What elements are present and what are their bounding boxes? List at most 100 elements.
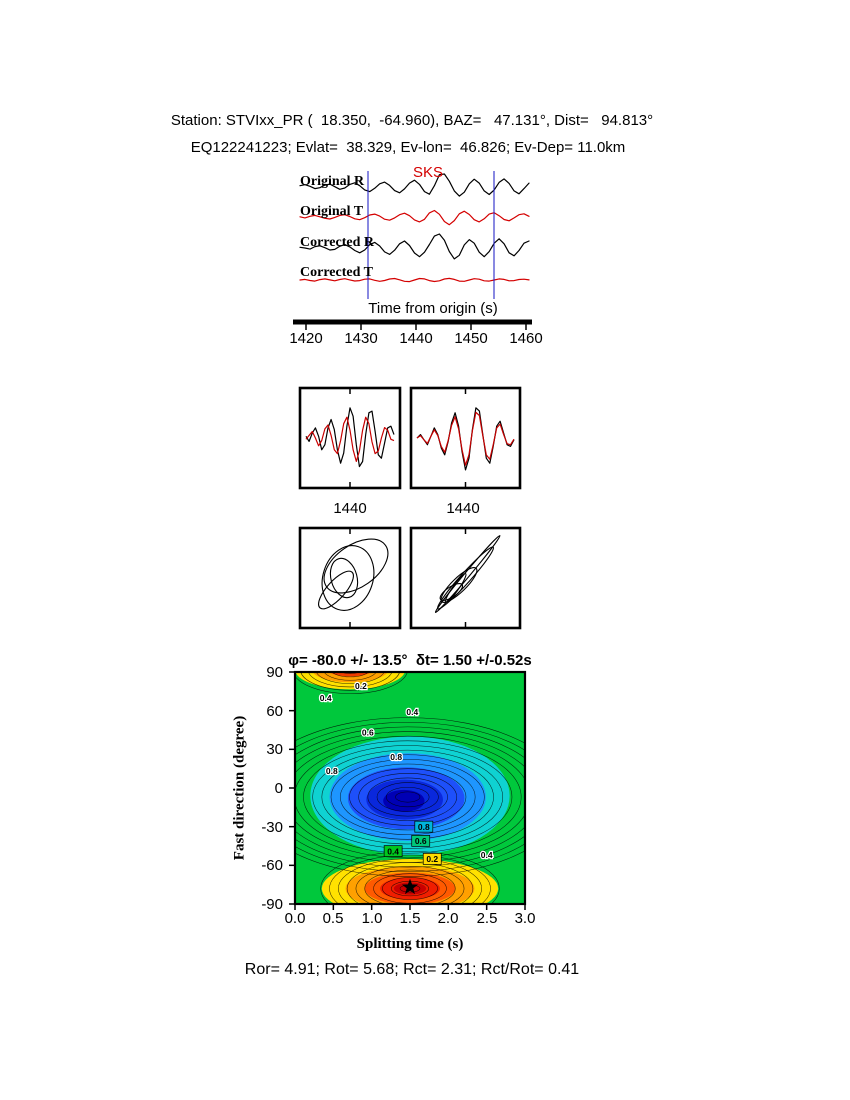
trace-label-corrected-t: Corrected T — [300, 265, 373, 280]
particle-loop — [318, 570, 354, 610]
trace-label-corrected-r: Corrected R — [300, 235, 374, 250]
y-tick-0: 0 — [274, 780, 283, 797]
contour-line — [367, 777, 448, 817]
particle-motion-0 — [318, 538, 389, 611]
contour-line — [376, 782, 439, 812]
particle-loop — [436, 546, 495, 610]
contour-line — [320, 851, 500, 904]
trace-label-original-r: Original R — [300, 174, 365, 189]
particle-box-0-frame — [298, 526, 402, 630]
x-tick-0: 0.0 — [284, 910, 306, 927]
time-tick-1450: 1450 — [454, 330, 488, 347]
contour-line — [338, 858, 482, 904]
contour-line — [303, 745, 513, 849]
y-tick-m30: -30 — [261, 819, 283, 836]
results-line: Ror= 4.91; Rot= 5.68; Rct= 2.31; Rct/Rot… — [244, 961, 580, 978]
time-tick-1460: 1460 — [509, 330, 543, 347]
time-tick-1440: 1440 — [399, 330, 433, 347]
time-axis-label: Time from origin (s) — [368, 300, 498, 317]
trace-label-original-t: Original T — [300, 204, 364, 219]
y-tick-30: 30 — [266, 741, 283, 758]
contour-value-label: 0.2 — [355, 681, 367, 691]
seismogram-trace-2 — [299, 233, 530, 260]
event-header: EQ122241223; Evlat= 38.329, Ev-lon= 46.8… — [190, 139, 626, 156]
y-tick-m60: -60 — [261, 857, 283, 874]
x-tick-05: 0.5 — [322, 910, 344, 927]
y-axis-label: Fast direction (degree) — [231, 715, 248, 861]
x-tick-10: 1.0 — [361, 910, 383, 927]
particle-loop — [323, 538, 389, 594]
contour-line — [300, 672, 400, 691]
misfit-map: 0.4 0.2 0.4 0.6 0.8 0.8 0.4 0.8 0.6 0.4 0.2 — [295, 672, 525, 904]
window-box-1-series-0 — [416, 407, 515, 471]
contour-boxed-label: 0.4 — [387, 846, 399, 856]
contour-line — [312, 749, 504, 845]
contour-boxed-label-bg — [383, 845, 403, 858]
contour-value-label: 0.4 — [406, 707, 418, 717]
y-tick-90: 90 — [266, 664, 283, 681]
contour-line — [329, 854, 491, 904]
x-tick-30: 3.0 — [514, 910, 536, 927]
contour-line — [364, 869, 456, 904]
x-tick-25: 2.5 — [476, 910, 498, 927]
contour-boxed-label: 0.2 — [426, 854, 438, 864]
contour-line — [382, 877, 438, 900]
time-tick-1420: 1420 — [289, 330, 323, 347]
contour-value-label: 0.8 — [390, 752, 402, 762]
particle-loop — [439, 583, 464, 601]
y-tick-m90: -90 — [261, 896, 283, 913]
window-box-0-series-1 — [305, 416, 395, 462]
particle-loop — [440, 567, 478, 603]
x-tick-20: 2.0 — [437, 910, 459, 927]
window-box-1-frame — [409, 386, 522, 490]
x-axis-label: Splitting time (s) — [356, 936, 464, 952]
time-tick-1430: 1430 — [344, 330, 378, 347]
seismogram-trace-3 — [299, 277, 530, 283]
contour-line — [385, 786, 430, 808]
contour-line — [315, 672, 385, 684]
x-tick-15: 1.5 — [399, 910, 421, 927]
contour-value-label: 0.8 — [326, 766, 338, 776]
contour-line — [395, 791, 421, 803]
window-box-right-tick: 1440 — [446, 500, 480, 517]
contour-line — [346, 862, 474, 904]
misfit-map-title: φ= -80.0 +/- 13.5° δt= 1.50 +/-0.52s — [288, 652, 532, 669]
contour-line — [331, 672, 369, 678]
phase-label-sks: SKS — [413, 164, 444, 181]
contour-line — [321, 754, 494, 840]
contour-line — [339, 763, 476, 831]
contour-line — [295, 717, 525, 877]
contour-value-label: 0.6 — [362, 728, 374, 738]
seismogram-trace-0 — [299, 173, 530, 197]
contour-line — [295, 735, 525, 859]
contour-line — [323, 672, 377, 681]
contour-value-label: 0.4 — [481, 850, 493, 860]
contour-line — [295, 740, 522, 854]
seismogram-trace-1 — [299, 209, 530, 226]
contour-line — [295, 722, 525, 873]
contour-boxed-label: 0.6 — [415, 836, 427, 846]
particle-motion-1 — [434, 535, 501, 613]
contour-line — [358, 773, 458, 822]
contour-line — [308, 672, 393, 688]
station-header: Station: STVIxx_PR ( 18.350, -64.960), B… — [170, 112, 654, 129]
best-solution-star — [401, 878, 419, 895]
contour-line — [355, 865, 465, 904]
window-box-left-tick: 1440 — [333, 500, 367, 517]
contour-boxed-label-bg — [422, 853, 442, 865]
contour-line — [340, 672, 360, 674]
contour-line — [349, 768, 467, 826]
contour-line — [330, 759, 485, 835]
window-box-1-series-1 — [416, 411, 515, 466]
contour-value-label: 0.4 — [320, 693, 332, 703]
contour-boxed-label-bg — [411, 834, 431, 847]
window-box-0-series-0 — [305, 407, 395, 468]
contour-line — [295, 726, 525, 868]
contour-line — [295, 672, 408, 694]
particle-loop — [434, 535, 501, 613]
contour-boxed-label-bg — [414, 820, 434, 833]
y-tick-60: 60 — [266, 703, 283, 720]
particle-loop — [321, 545, 375, 611]
